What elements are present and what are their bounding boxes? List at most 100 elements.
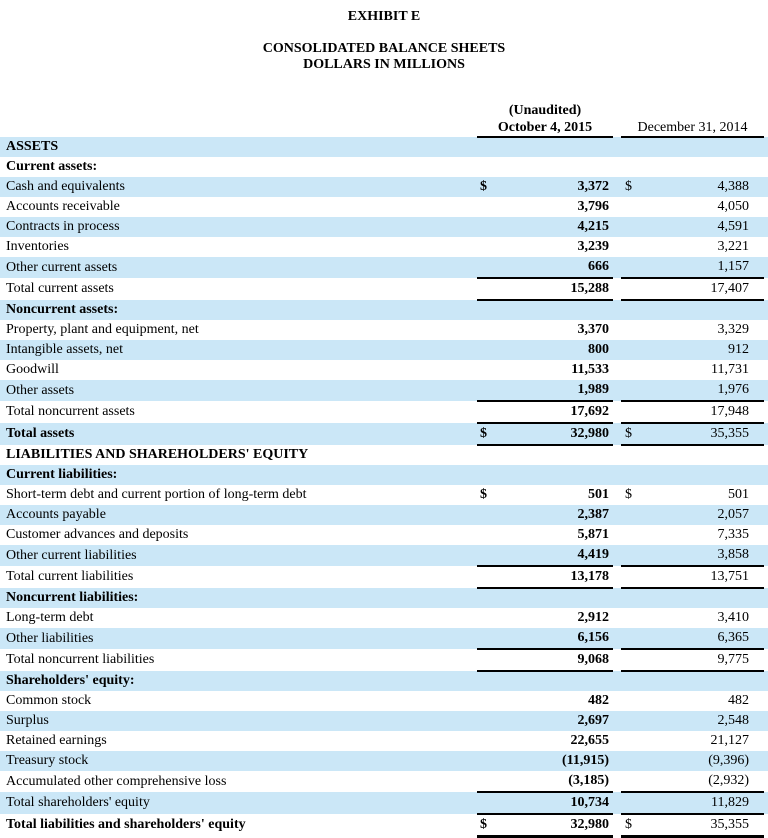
column-gap	[613, 217, 621, 237]
row-edge	[764, 485, 768, 505]
value-col1	[505, 671, 613, 691]
value-col2	[650, 588, 764, 608]
column-gap	[613, 157, 621, 177]
table-row: Current assets:	[0, 157, 768, 177]
table-row: Accumulated other comprehensive loss (3,…	[0, 771, 768, 793]
currency-symbol-col2	[621, 157, 650, 177]
currency-symbol-col2	[621, 340, 650, 360]
column-gap	[613, 649, 621, 671]
value-col2: 912	[728, 342, 750, 357]
currency-symbol-col2	[621, 217, 650, 237]
value-col1	[505, 588, 613, 608]
currency-symbol-col2	[621, 731, 650, 751]
currency-symbol-col2	[621, 566, 651, 589]
row-edge	[764, 197, 768, 217]
value-col2: 4,591	[717, 219, 750, 234]
row-label: Current assets:	[6, 159, 98, 174]
currency-symbol-col1	[477, 671, 505, 691]
row-label: Total liabilities and shareholders' equi…	[6, 817, 246, 833]
currency-symbol-col2	[621, 237, 650, 257]
value-col2	[650, 445, 764, 465]
value-col2	[650, 137, 764, 157]
row-edge	[764, 177, 768, 197]
row-edge	[764, 217, 768, 237]
value-col1	[505, 445, 613, 465]
currency-symbol-col2	[621, 751, 650, 771]
column-gap	[613, 340, 621, 360]
row-edge	[764, 671, 768, 691]
currency-symbol-col2	[621, 545, 651, 567]
value-col1	[505, 137, 613, 157]
value-col2: 3,858	[650, 545, 765, 567]
value-col2: 2,057	[717, 507, 750, 522]
row-edge	[764, 278, 768, 300]
column-gap	[613, 711, 621, 731]
value-col1	[505, 157, 613, 177]
currency-symbol-col2	[621, 628, 651, 650]
table-row: Current liabilities:	[0, 465, 768, 485]
value-col1: 22,655	[570, 733, 610, 748]
exhibit-title: EXHIBIT E	[347, 9, 421, 24]
table-row: Treasury stock (11,915) (9,396)	[0, 751, 768, 771]
currency-symbol-col1: $	[480, 179, 487, 194]
value-col1: 9,068	[505, 649, 614, 672]
value-col2: 1,157	[650, 257, 765, 279]
currency-symbol-col1	[477, 445, 505, 465]
value-col2: (9,396)	[708, 753, 750, 768]
row-label: Total assets	[6, 426, 75, 441]
column-gap	[613, 792, 621, 814]
currency-symbol-col1	[477, 300, 505, 320]
row-label: Contracts in process	[6, 219, 120, 234]
row-edge	[764, 505, 768, 525]
row-label: Total shareholders' equity	[6, 795, 150, 810]
value-col2: 9,775	[650, 649, 765, 672]
currency-symbol-col2	[621, 300, 650, 320]
currency-symbol-col1	[477, 157, 505, 177]
row-edge	[764, 157, 768, 177]
row-edge	[764, 771, 768, 792]
column-gap	[613, 197, 621, 217]
table-row: Total liabilities and shareholders' equi…	[0, 814, 768, 838]
table-row: Shareholders' equity:	[0, 671, 768, 691]
value-col1: 15,288	[505, 278, 614, 301]
currency-symbol-col2	[621, 380, 651, 402]
currency-symbol-col2	[621, 691, 650, 711]
balance-sheet-table: (Unaudited) October 4, 2015 December 31,…	[0, 103, 768, 838]
table-row: Other assets 1,989 1,976	[0, 380, 768, 402]
value-col1: (11,915)	[561, 753, 610, 768]
currency-symbol-col2	[621, 278, 651, 301]
currency-symbol-col1	[477, 401, 505, 424]
table-row: Total noncurrent liabilities 9,068 9,775	[0, 649, 768, 672]
row-label: Noncurrent liabilities:	[6, 590, 139, 605]
row-edge	[764, 360, 768, 380]
value-col1: 800	[588, 342, 610, 357]
currency-symbol-col1	[477, 465, 505, 485]
currency-symbol-col1	[477, 566, 505, 589]
currency-symbol-col2	[621, 608, 650, 628]
row-edge	[764, 566, 768, 588]
table-row: Surplus 2,697 2,548	[0, 711, 768, 731]
table-row: Total shareholders' equity 10,734 11,829	[0, 792, 768, 815]
value-col2: 482	[728, 693, 750, 708]
document-header: EXHIBIT E CONSOLIDATED BALANCE SHEETS DO…	[0, 0, 768, 73]
row-label: Retained earnings	[6, 733, 107, 748]
currency-symbol-col2	[621, 257, 651, 279]
row-label: Intangible assets, net	[6, 342, 124, 357]
row-label: Accumulated other comprehensive loss	[6, 773, 227, 789]
value-col1: 2,912	[577, 610, 610, 625]
value-col2: 35,355	[650, 814, 765, 838]
table-row: Other current assets 666 1,157	[0, 257, 768, 279]
column-gap	[613, 731, 621, 751]
column-gap	[613, 278, 621, 300]
row-edge	[764, 649, 768, 671]
currency-symbol-col1	[477, 711, 505, 731]
column-gap	[613, 691, 621, 711]
column-gap	[613, 257, 621, 278]
row-label: Property, plant and equipment, net	[6, 322, 199, 337]
table-row: Total noncurrent assets 17,692 17,948	[0, 401, 768, 424]
table-row: Noncurrent liabilities:	[0, 588, 768, 608]
row-label: Treasury stock	[6, 753, 89, 768]
row-edge	[764, 380, 768, 401]
table-row: ASSETS	[0, 137, 768, 157]
value-col2: 2,548	[717, 713, 750, 728]
